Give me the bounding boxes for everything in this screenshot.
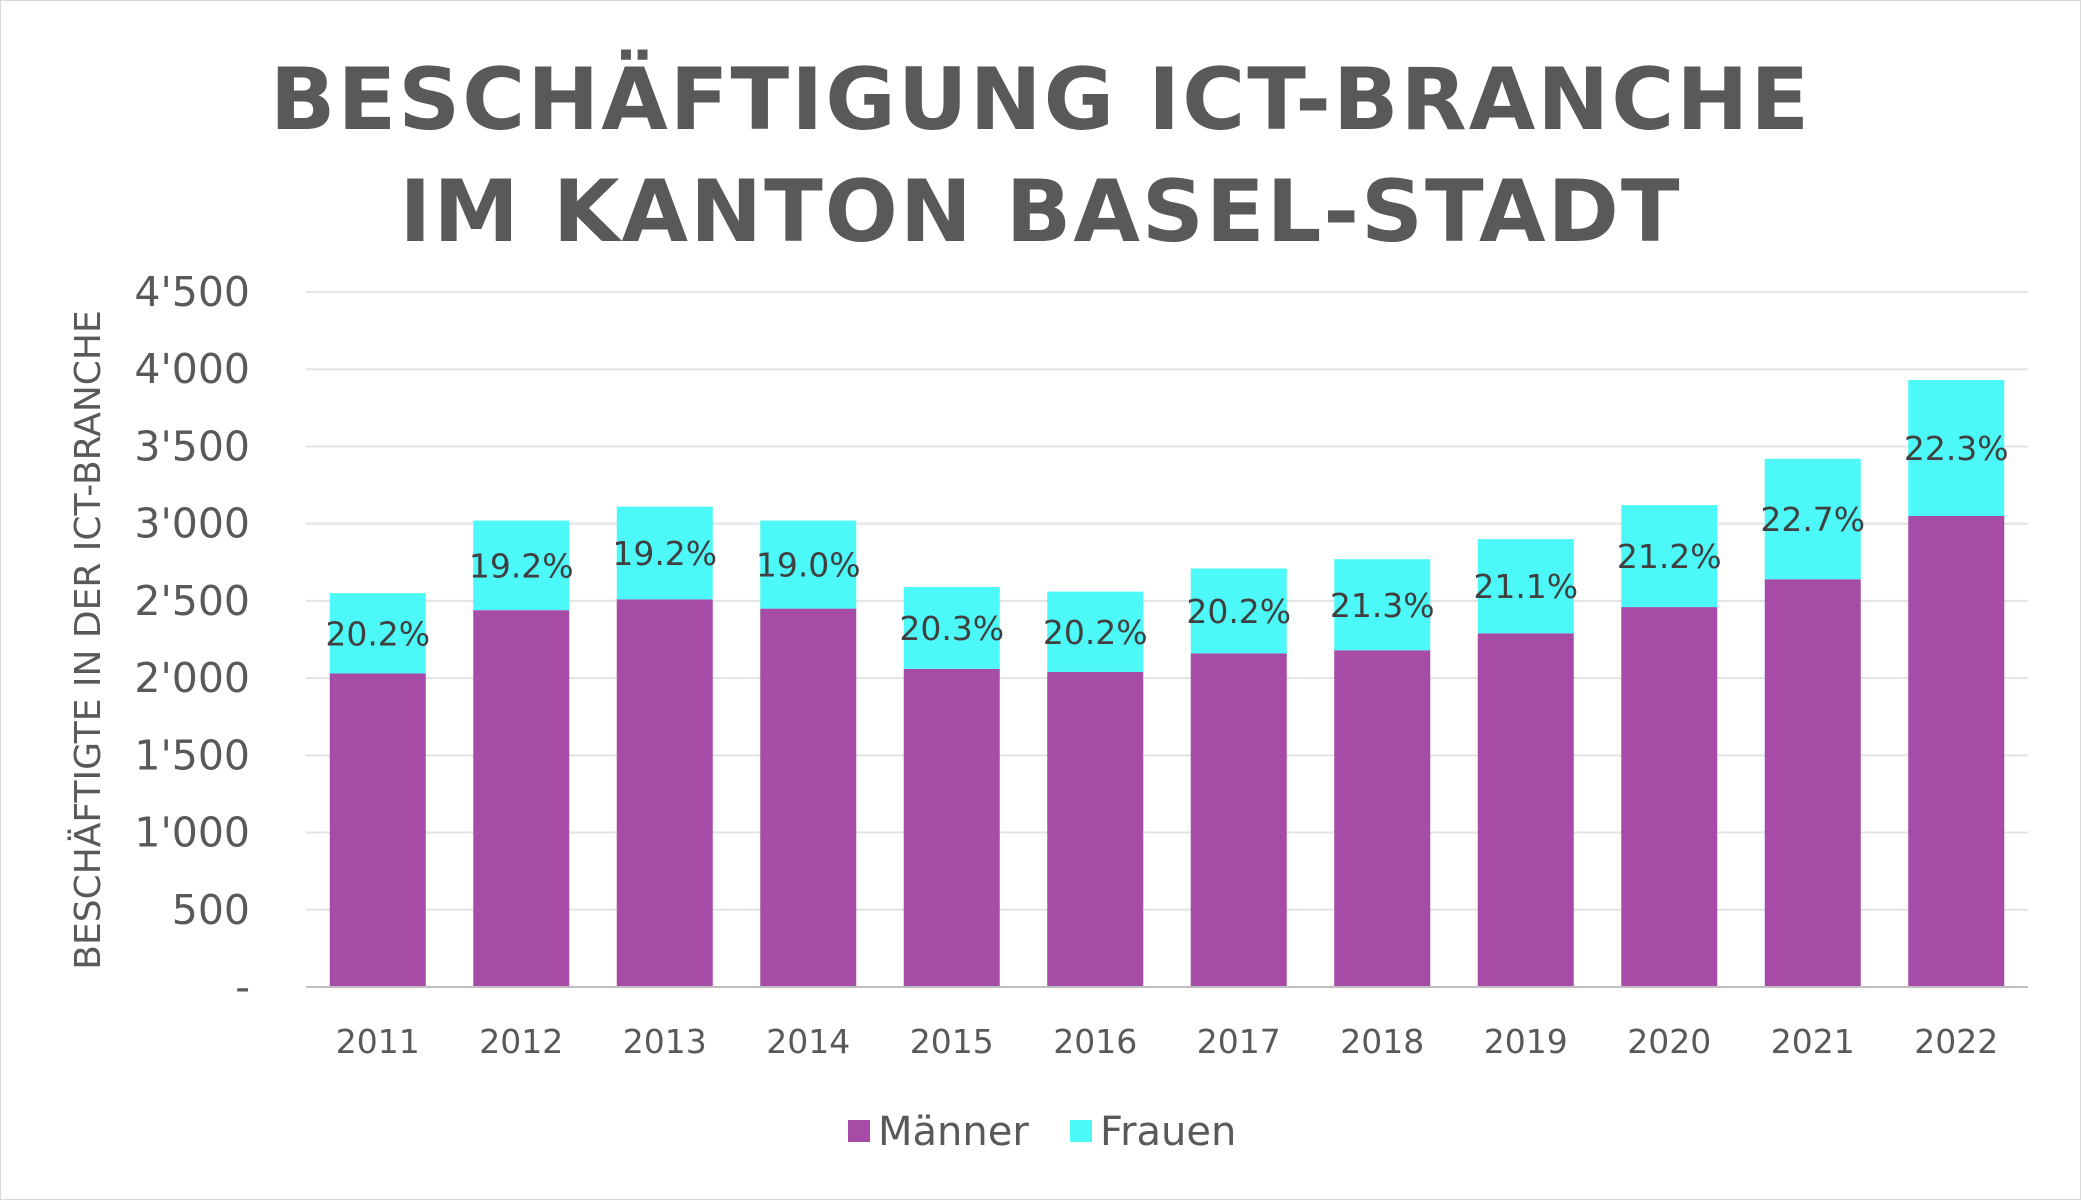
bar-maenner-2014 <box>760 608 857 987</box>
bar-frauen-2016 <box>1047 591 1144 672</box>
data-label-2014: 19.0% <box>756 546 861 585</box>
bar-frauen-2017 <box>1190 568 1287 654</box>
y-tick-label: - <box>235 963 250 1011</box>
bars <box>329 380 2005 987</box>
chart-title: BESCHÄFTIGUNG ICT-BRANCHE IM KANTON BASE… <box>0 44 2081 268</box>
x-tick-label-2016: 2016 <box>1053 1022 1137 1061</box>
y-tick-label: 3'500 <box>134 422 250 470</box>
bar-maenner-2015 <box>903 668 1000 987</box>
bar-maenner-2013 <box>616 599 713 987</box>
bar-frauen-2022 <box>1908 380 2005 516</box>
x-axis-ticks: 2011 2012 2013 2014 2015 2016 2017 2018 2019 2020… <box>336 1022 1998 1061</box>
x-tick-label-2014: 2014 <box>766 1022 850 1061</box>
bar-frauen-2012 <box>473 520 570 611</box>
x-tick-label-2017: 2017 <box>1197 1022 1281 1061</box>
data-label-2019: 21.1% <box>1473 567 1578 606</box>
y-tick-label: 4'000 <box>134 345 250 393</box>
bar-frauen-2020 <box>1621 505 1718 608</box>
bar-maenner-2019 <box>1477 633 1574 987</box>
x-tick-label-2011: 2011 <box>336 1022 420 1061</box>
y-tick-label: 500 <box>172 886 250 934</box>
legend-label-frauen: Frauen <box>1100 1109 1236 1155</box>
chart-title-line-2: IM KANTON BASEL-STADT <box>399 162 1682 262</box>
gridlines <box>306 291 2028 911</box>
data-label-2012: 19.2% <box>469 546 574 585</box>
x-tick-label-2015: 2015 <box>910 1022 994 1061</box>
y-axis-ticks: - 500 1'000 1'500 2'000 2'500 3'000 3'500 4'000 4… <box>134 268 250 1011</box>
y-tick-label: 2'500 <box>134 577 250 625</box>
bar-frauen-2013 <box>616 506 713 600</box>
data-label-2011: 20.2% <box>325 614 430 653</box>
y-axis-title: BESCHÄFTIGTE IN DER ICT-BRANCHE <box>67 310 109 969</box>
chart-title-line-1: BESCHÄFTIGUNG ICT-BRANCHE <box>269 50 1812 150</box>
bar-maenner-2022 <box>1908 515 2005 987</box>
y-tick-label: 3'000 <box>134 500 250 548</box>
bar-maenner-2021 <box>1764 579 1861 987</box>
y-tick-label: 4'500 <box>134 268 250 316</box>
legend-label-männer: Männer <box>878 1109 1029 1155</box>
x-tick-label-2012: 2012 <box>479 1022 563 1061</box>
data-label-2020: 21.2% <box>1617 537 1722 576</box>
legend: Männer Frauen <box>848 1109 1236 1155</box>
x-tick-label-2018: 2018 <box>1340 1022 1424 1061</box>
x-tick-label-2020: 2020 <box>1627 1022 1711 1061</box>
bar-frauen-2021 <box>1764 458 1861 580</box>
data-label-2016: 20.2% <box>1043 613 1148 652</box>
bar-frauen-2015 <box>903 586 1000 669</box>
bar-maenner-2018 <box>1334 650 1431 987</box>
data-labels: 20.2% 19.2% 19.2% 19.0% 20.3% 20.2% 20.2% 21.3%… <box>325 429 2008 653</box>
bar-frauen-2014 <box>760 520 857 609</box>
x-tick-label-2013: 2013 <box>623 1022 707 1061</box>
data-label-2018: 21.3% <box>1330 586 1435 625</box>
x-tick-label-2019: 2019 <box>1484 1022 1568 1061</box>
x-tick-label-2022: 2022 <box>1914 1022 1998 1061</box>
y-tick-label: 1'000 <box>134 809 250 857</box>
bar-frauen-2011 <box>329 593 426 674</box>
bar-maenner-2017 <box>1190 653 1287 987</box>
legend-swatch-männer <box>848 1120 870 1142</box>
bar-frauen-2018 <box>1334 559 1431 651</box>
bar-maenner-2016 <box>1047 671 1144 987</box>
bar-frauen-2019 <box>1477 539 1574 634</box>
bar-maenner-2012 <box>473 610 570 987</box>
data-label-2022: 22.3% <box>1904 429 2009 468</box>
y-tick-label: 2'000 <box>134 654 250 702</box>
bar-maenner-2011 <box>329 673 426 987</box>
y-tick-label: 1'500 <box>134 731 250 779</box>
data-label-2017: 20.2% <box>1186 592 1291 631</box>
data-label-2015: 20.3% <box>899 609 1004 648</box>
data-label-2013: 19.2% <box>612 534 717 573</box>
legend-swatch-frauen <box>1070 1120 1092 1142</box>
data-label-2021: 22.7% <box>1760 500 1865 539</box>
bar-maenner-2020 <box>1621 607 1718 987</box>
x-tick-label-2021: 2021 <box>1771 1022 1855 1061</box>
